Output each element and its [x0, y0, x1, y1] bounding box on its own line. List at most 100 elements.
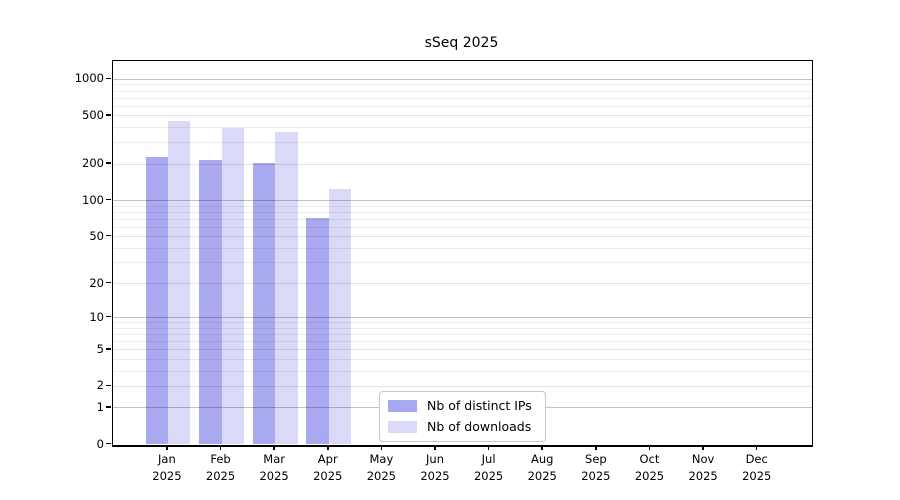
x-tick-year: 2025 [527, 468, 557, 483]
gridline-y-50 [113, 236, 812, 238]
x-tick-label-oct: Oct 2025 [621, 451, 677, 484]
x-tick-month: Mar [263, 452, 285, 466]
x-tick-month: Jan [158, 452, 176, 466]
x-tick-mark-feb [219, 445, 222, 451]
gridline-y-1000 [113, 78, 812, 80]
x-tick-year: 2025 [634, 468, 665, 483]
gridline-y-20 [113, 283, 812, 285]
bar-nb-of-distinct-ips-apr [306, 218, 329, 445]
x-tick-month: Dec [745, 452, 768, 466]
gridline-y-60 [113, 226, 812, 228]
x-tick-label-dec: Dec 2025 [729, 451, 785, 484]
x-tick-mark-jan [166, 445, 168, 451]
bar-nb-of-downloads-jan [167, 120, 191, 445]
x-tick-label-nov: Nov 2025 [675, 451, 731, 484]
x-tick-month: Sep [585, 452, 607, 466]
legend-swatch-downloads [388, 420, 417, 433]
legend-swatch-distinct-ips [388, 399, 417, 412]
x-tick-label-jul: Jul 2025 [461, 451, 517, 484]
x-tick-month: Jun [426, 452, 444, 466]
y-tick-label-10: 10 [89, 309, 104, 324]
y-tick-mark-100 [106, 198, 111, 201]
y-tick-mark-2 [106, 384, 111, 387]
legend-label-downloads: Nb of downloads [427, 419, 532, 434]
x-tick-year: 2025 [473, 468, 504, 483]
bar-nb-of-distinct-ips-mar [252, 163, 276, 445]
gridline-y-5 [113, 349, 812, 351]
gridline-y-400 [113, 127, 812, 129]
x-tick-label-mar: Mar 2025 [246, 451, 302, 484]
x-tick-month: Feb [210, 452, 231, 466]
x-tick-label-jan: Jan 2025 [139, 451, 195, 484]
gridline-y-8 [113, 327, 812, 329]
x-tick-month: Oct [639, 452, 660, 466]
bar-nb-of-downloads-feb [221, 128, 244, 445]
y-tick-mark-200 [106, 162, 111, 164]
x-tick-mark-jul [487, 445, 490, 451]
bar-nb-of-distinct-ips-feb [199, 159, 222, 445]
chart-title: sSeq 2025 [424, 35, 499, 51]
plot-area [112, 60, 813, 447]
x-tick-year: 2025 [420, 468, 450, 483]
y-tick-mark-20 [106, 281, 111, 284]
y-tick-mark-5 [106, 348, 111, 350]
x-tick-mark-may [380, 445, 383, 451]
x-tick-mark-oct [648, 445, 651, 451]
x-tick-year: 2025 [152, 468, 182, 483]
gridline-y-600 [113, 105, 812, 107]
x-tick-mark-jun [434, 445, 436, 451]
y-tick-mark-50 [106, 234, 111, 237]
y-tick-label-20: 20 [89, 275, 104, 290]
y-tick-mark-1000 [106, 77, 111, 80]
bar-nb-of-downloads-apr [328, 189, 352, 445]
x-tick-mark-nov [702, 445, 704, 451]
x-tick-label-sep: Sep 2025 [568, 451, 624, 484]
x-tick-year: 2025 [205, 468, 236, 483]
y-tick-mark-10 [106, 315, 111, 318]
x-tick-label-aug: Aug 2025 [514, 451, 570, 484]
y-tick-label-500: 500 [82, 107, 104, 122]
legend-item-distinct-ips: Nb of distinct IPs [388, 395, 537, 416]
gridline-y-70 [113, 218, 812, 220]
gridline-y-700 [113, 97, 812, 99]
gridline-y-2 [113, 385, 812, 387]
y-tick-label-1: 1 [96, 399, 104, 414]
x-tick-year: 2025 [688, 468, 718, 483]
gridline-y-10 [113, 317, 812, 319]
x-tick-year: 2025 [742, 468, 772, 483]
x-tick-label-jun: Jun 2025 [407, 451, 463, 484]
gridline-y-4 [113, 358, 812, 360]
y-tick-mark-1 [106, 406, 111, 408]
gridline-y-500 [113, 115, 812, 117]
legend: Nb of distinct IPs Nb of downloads [379, 391, 546, 442]
bar-nb-of-distinct-ips-jan [145, 157, 168, 445]
x-tick-label-apr: Apr 2025 [300, 451, 356, 484]
gridline-y-300 [113, 142, 812, 144]
x-tick-label-may: May 2025 [353, 451, 409, 484]
x-tick-mark-dec [755, 445, 758, 451]
gridline-y-9 [113, 322, 812, 324]
y-tick-mark-500 [106, 114, 111, 116]
x-tick-month: Apr [317, 452, 338, 466]
x-tick-year: 2025 [366, 468, 397, 483]
x-tick-month: Jul [481, 452, 496, 466]
gridline-y-7 [113, 334, 812, 336]
y-tick-mark-0 [106, 442, 111, 445]
legend-item-downloads: Nb of downloads [388, 416, 537, 437]
gridline-y-90 [113, 205, 812, 207]
y-tick-label-2: 2 [96, 378, 104, 393]
x-tick-mark-sep [595, 445, 597, 451]
x-tick-month: Aug [531, 452, 554, 466]
legend-label-distinct-ips: Nb of distinct IPs [427, 398, 532, 413]
gridline-y-900 [113, 84, 812, 86]
y-tick-label-50: 50 [89, 228, 104, 243]
x-tick-month: Nov [691, 452, 715, 466]
y-tick-label-100: 100 [82, 192, 104, 207]
x-tick-mark-mar [273, 445, 275, 451]
gridline-y-800 [113, 90, 812, 92]
y-tick-label-200: 200 [82, 156, 104, 171]
y-tick-label-0: 0 [96, 436, 104, 451]
gridline-y-200 [113, 163, 812, 165]
bar-nb-of-downloads-mar [275, 131, 298, 445]
